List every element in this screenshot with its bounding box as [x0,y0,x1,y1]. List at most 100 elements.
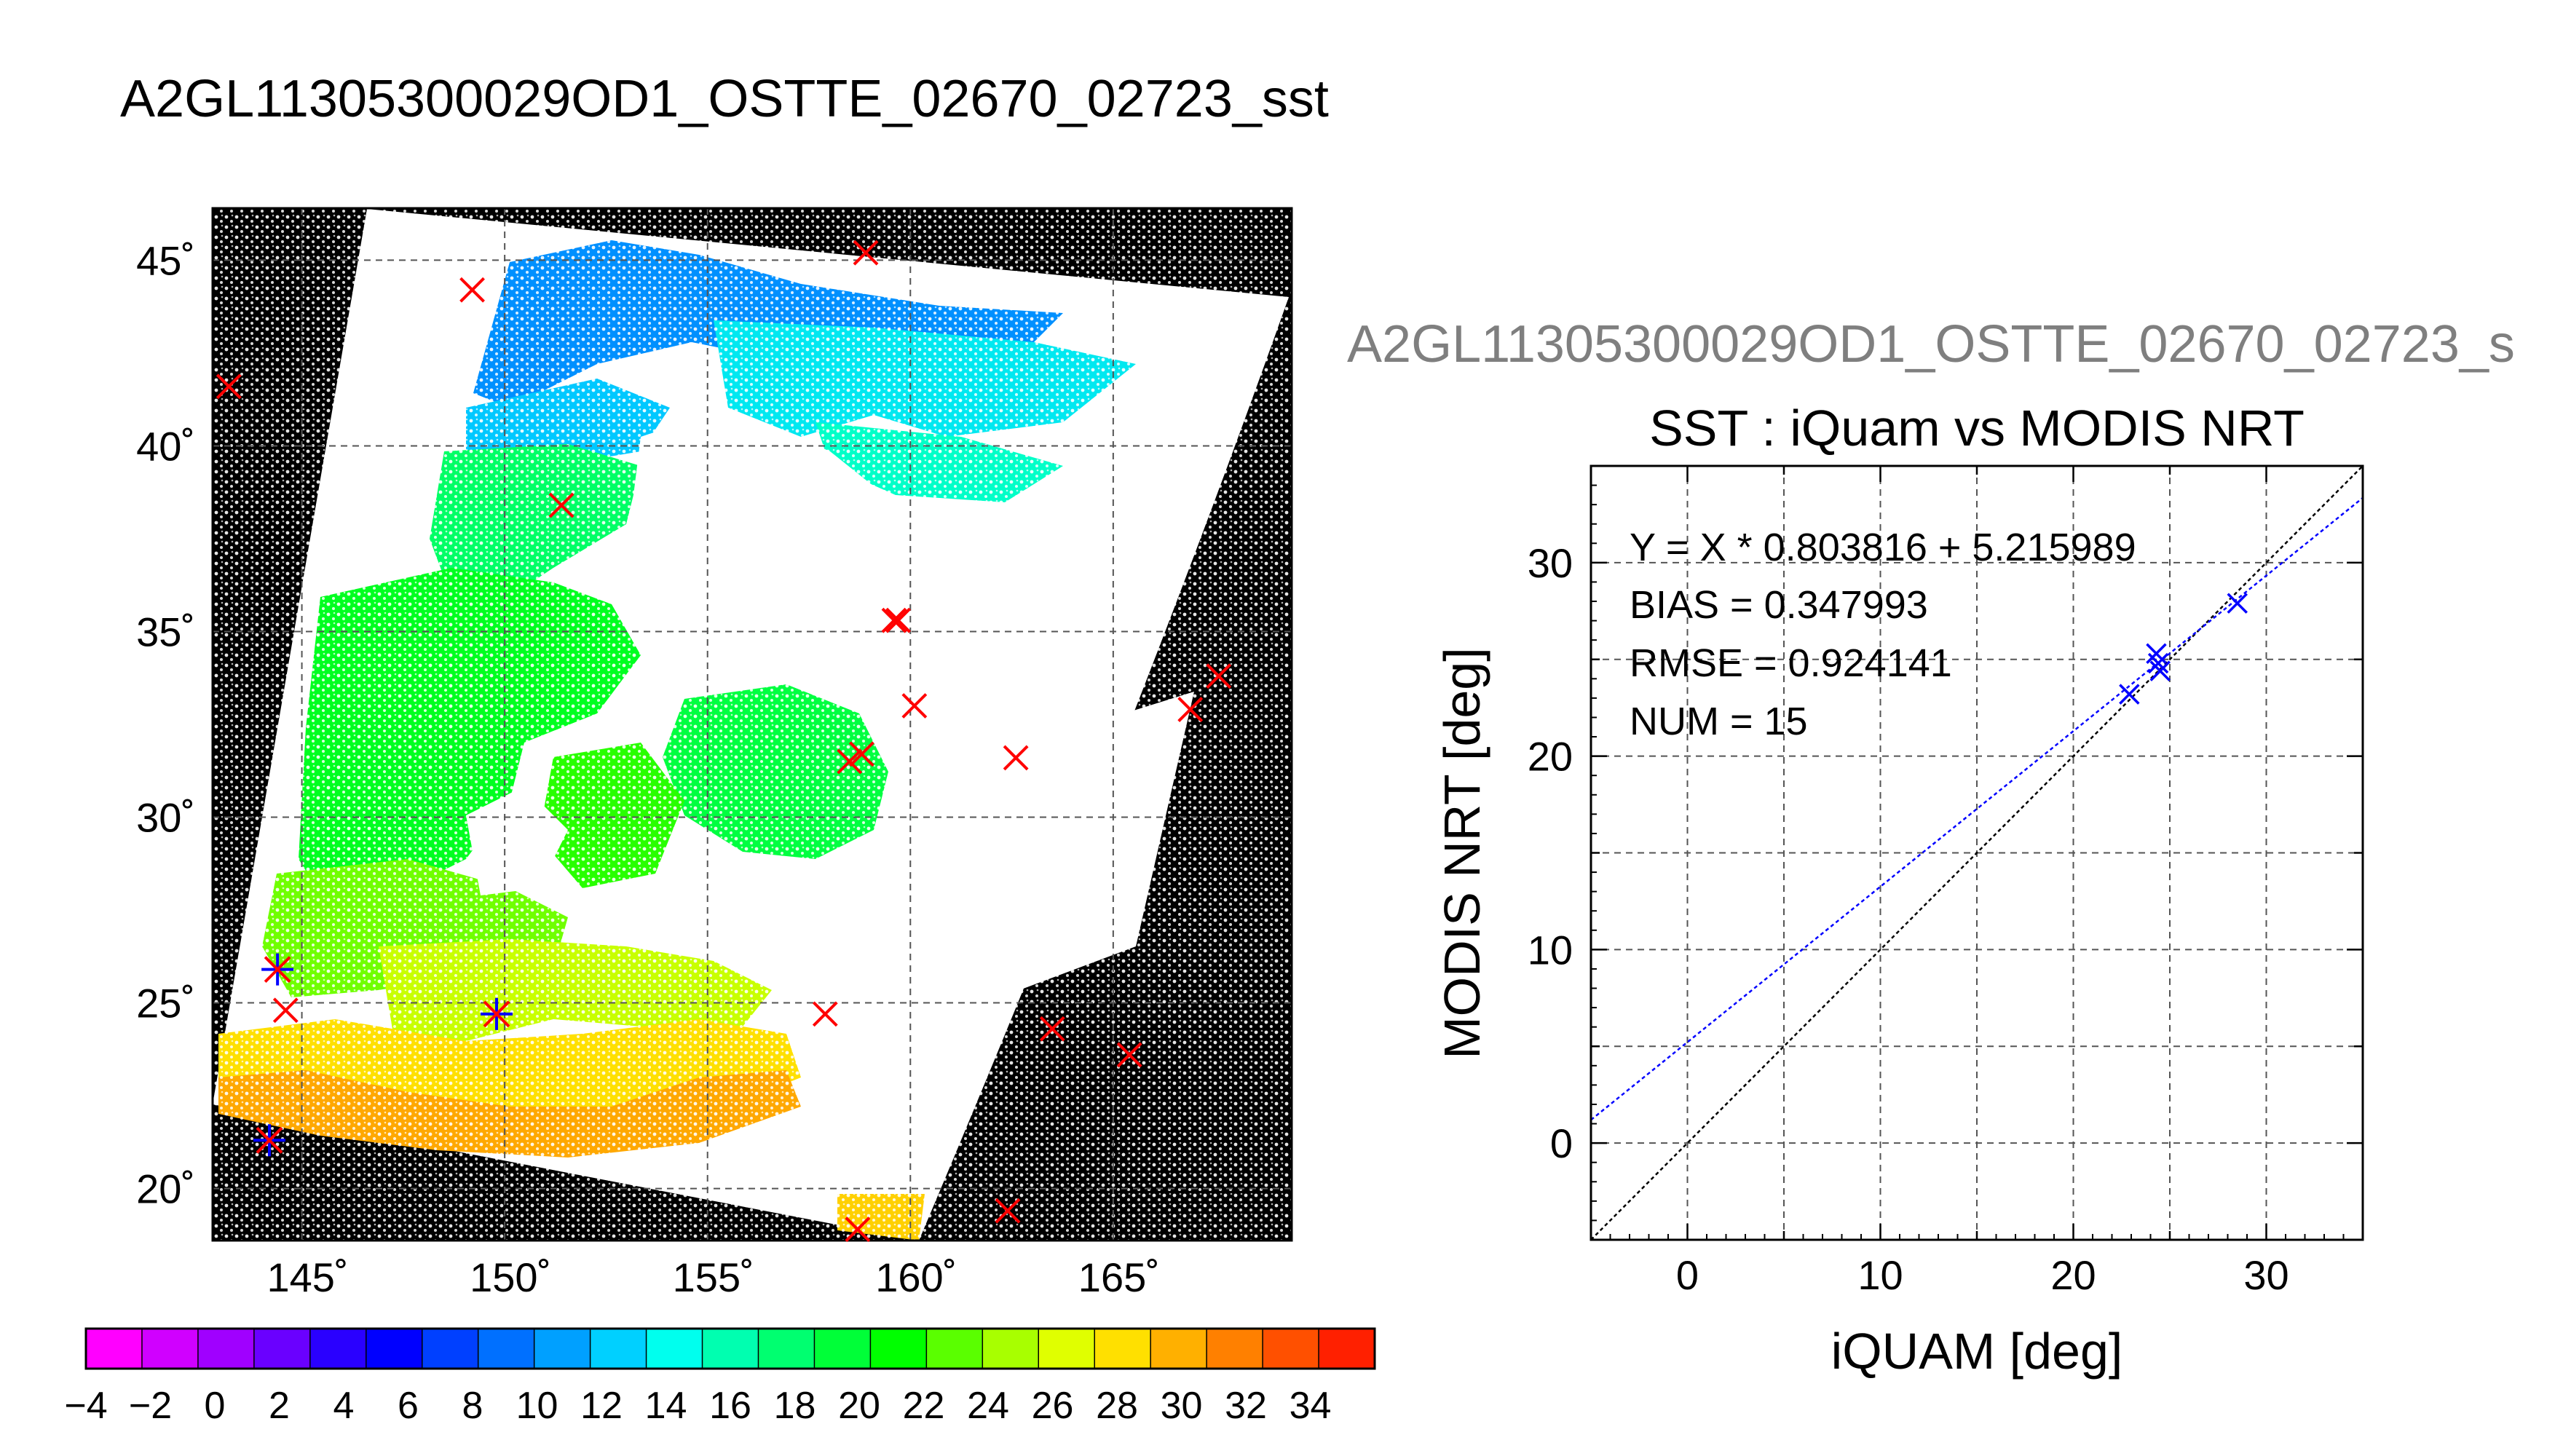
match-point-marker [1206,663,1232,689]
match-point-marker [1003,745,1029,771]
map-axis-ticks: 45˚ 40˚ 35˚ 30˚ 25˚ 20˚ 145˚ 150˚ 155˚ 160˚ 165˚ [136,237,1160,1300]
map-grid [213,208,1292,1241]
colorbar-tick-label: 28 [1096,1385,1138,1427]
colorbar-tick-label: 20 [838,1385,880,1427]
lon-tick-label: 160˚ [875,1254,957,1300]
lon-tick-label: 165˚ [1078,1254,1160,1300]
colorbar-bin [86,1329,143,1369]
match-point-marker [812,1001,838,1027]
match-point-marker [881,607,907,633]
colorbar-bin [366,1329,423,1369]
match-point-marker [849,741,874,767]
colorbar-tick-label: 18 [774,1385,816,1427]
colorbar-bin [982,1329,1039,1369]
sst-colorbar: −4 −2 0 2 4 6 8 10 12 14 16 18 20 22 24 26 28 30 32 34 [64,1327,1376,1427]
colorbar-tick-label: 24 [967,1385,1009,1427]
colorbar-tick-label: 30 [1161,1385,1203,1427]
colorbar-bin [758,1329,816,1369]
colorbar-tick-label: 8 [462,1385,483,1427]
match-point-marker [995,1198,1021,1224]
match-cross [483,1000,510,1028]
match-point-marker [845,1216,871,1243]
colorbar-frame [84,1327,1376,1370]
page-title: A2GL11305300029OD1_OSTTE_02670_02723_sst [120,70,1329,128]
colorbar-tick-label: 34 [1290,1385,1332,1427]
identity-line [1590,465,2364,1241]
colorbar-bin [1094,1329,1151,1369]
colorbar-bin [1150,1329,1207,1369]
scatter-points [2119,593,2248,705]
colorbar-bin [1263,1329,1319,1369]
colorbar-bin [534,1329,591,1369]
colorbar-tick-label: 12 [580,1385,623,1427]
scatter-file-title: A2GL11305300029OD1_OSTTE_02670_02723_s [1347,315,2515,373]
y-tick-label: 0 [1550,1120,1573,1166]
match-point-marker [459,277,485,303]
map-frame [211,207,1293,1242]
colorbar-tick-label: 14 [645,1385,687,1427]
match-cross [256,1126,283,1154]
colorbar-bin [590,1329,647,1369]
matched-point-marker [261,953,294,986]
colorbar-tick-label: 26 [1032,1385,1074,1427]
lat-tick-label: 25˚ [136,981,195,1026]
cloud-mask [626,408,1107,728]
colorbar-bin [1038,1329,1095,1369]
colorbar-tick-label: 2 [269,1385,290,1427]
colorbar-bin [646,1329,703,1369]
colorbar-bin [141,1329,199,1369]
colorbar-tick-label: 10 [516,1385,558,1427]
y-tick-label: 30 [1528,540,1573,586]
match-point-marker [901,693,928,719]
matched-point-marker [253,1124,285,1157]
colorbar-tick-label: 22 [903,1385,945,1427]
x-tick-label: 30 [2243,1252,2289,1298]
match-cross [264,956,291,984]
lat-tick-label: 45˚ [136,237,195,283]
colorbar-tick-label: 0 [205,1385,226,1427]
colorbar-bin [702,1329,759,1369]
match-point-marker [216,373,242,400]
scatter-point [2149,660,2171,681]
scatter-point [2227,593,2248,614]
scatter-ticks: 0 10 20 30 0 10 20 30 [1528,464,2364,1298]
lat-tick-label: 20˚ [136,1166,195,1212]
match-point-marker [1177,697,1204,723]
lat-tick-label: 30˚ [136,795,195,841]
cloud-mask-center [466,786,568,895]
match-point-marker [837,748,863,775]
cloud-mask-east [859,692,1194,990]
colorbar-bin [814,1329,871,1369]
y-axis-label: MODIS NRT [deg] [1434,647,1490,1059]
colorbar-tick-label: 4 [333,1385,355,1427]
colorbar-tick-label: 16 [709,1385,751,1427]
colorbar-bin [309,1329,367,1369]
y-tick-label: 10 [1528,927,1573,973]
colorbar-bin [870,1329,927,1369]
colorbar-bin [1319,1329,1375,1369]
x-tick-label: 20 [2050,1252,2096,1298]
colorbar-tick-label: −4 [64,1385,107,1427]
colorbar-tick-label: −2 [129,1385,172,1427]
y-tick-label: 20 [1528,734,1573,780]
colorbar-bin [197,1329,255,1369]
colorbar-bin [422,1329,479,1369]
match-markers [216,240,1232,1243]
stat-bias: BIAS = 0.347993 [1630,583,1928,627]
match-point-marker [548,492,574,518]
chart-title: SST : iQuam vs MODIS NRT [1649,400,2305,456]
stat-num: NUM = 15 [1630,700,1808,743]
lat-tick-label: 40˚ [136,423,195,469]
lon-tick-label: 150˚ [470,1254,551,1300]
scatter-point [2119,684,2140,705]
match-point-marker [1039,1016,1065,1042]
lat-tick-label: 35˚ [136,609,195,654]
colorbar-bin [926,1329,983,1369]
scatter-point [2147,652,2169,674]
lon-tick-label: 155˚ [673,1254,754,1300]
stat-rmse: RMSE = 0.924141 [1630,641,1952,685]
match-point-marker [853,240,879,266]
stat-fit: Y = X * 0.803816 + 5.215989 [1630,526,2136,569]
